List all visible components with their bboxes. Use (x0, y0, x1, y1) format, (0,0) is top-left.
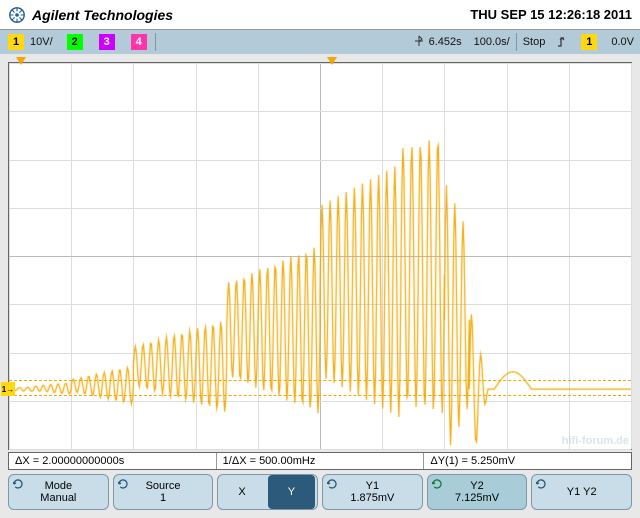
source-label: Source (146, 480, 181, 492)
softkey-row: Mode Manual Source 1 X Y Y1 1.875mV Y2 7… (8, 474, 632, 510)
timestamp: THU SEP 15 12:26:18 2011 (470, 7, 632, 22)
brand-text: Agilent Technologies (32, 7, 173, 23)
waveform-trace (9, 63, 631, 449)
trig-level-seg: 0.0V (605, 36, 640, 48)
cycle-icon (536, 479, 546, 489)
y2-button[interactable]: Y2 7.125mV (427, 474, 528, 510)
mode-button[interactable]: Mode Manual (8, 474, 109, 510)
ch3-badge: 3 (99, 34, 115, 50)
ch2-badge: 2 (67, 34, 83, 50)
waveform-display[interactable]: hifi-forum.de 1→ (8, 62, 632, 450)
channel-status-bar: 1 10V/ 2 3 4 6.452s 100.0s/ Stop 1 0.0V (0, 30, 640, 54)
title-bar: Agilent Technologies THU SEP 15 12:26:18… (0, 0, 640, 30)
xy-button[interactable]: X Y (217, 474, 318, 510)
trig-ch-badge: 1 (581, 34, 597, 50)
x-half[interactable]: X (218, 475, 265, 509)
measurement-bar: ΔX = 2.00000000000s 1/ΔX = 500.00mHz ΔY(… (8, 452, 632, 470)
cycle-icon (432, 479, 442, 489)
y1-label: Y1 (366, 480, 379, 492)
ch1-badge: 1 (8, 34, 24, 50)
meas-invdx: 1/ΔX = 500.00mHz (217, 453, 425, 469)
source-value: 1 (160, 492, 166, 504)
y2-label: Y2 (470, 480, 483, 492)
timediv-seg: 100.0s/ (468, 36, 516, 48)
ch1-seg: 1 10V/ (0, 34, 59, 50)
timediv: 100.0s/ (474, 36, 510, 48)
cycle-icon (13, 479, 23, 489)
ch3-seg: 3 (91, 34, 123, 50)
slope-seg (551, 36, 573, 48)
ch4-seg: 4 (123, 34, 155, 50)
meas-dy: ΔY(1) = 5.250mV (424, 453, 631, 469)
agilent-logo-icon (8, 6, 26, 24)
run-seg: Stop (517, 36, 552, 48)
trig-level: 0.0V (611, 36, 634, 48)
brand: Agilent Technologies (8, 6, 173, 24)
mode-label: Mode (45, 480, 73, 492)
ch1-scale: 10V/ (30, 36, 53, 48)
trigger-icon (413, 35, 425, 50)
ch4-badge: 4 (131, 34, 147, 50)
timebase-seg: 6.452s (407, 35, 468, 50)
y1-button[interactable]: Y1 1.875mV (322, 474, 423, 510)
cycle-icon (118, 479, 128, 489)
rising-edge-icon (557, 36, 567, 48)
y1y2-label: Y1 Y2 (567, 486, 597, 498)
cycle-icon (327, 479, 337, 489)
watermark: hifi-forum.de (562, 435, 629, 447)
source-button[interactable]: Source 1 (113, 474, 214, 510)
y1-value: 1.875mV (350, 492, 394, 504)
y-half[interactable]: Y (268, 475, 315, 509)
y2-value: 7.125mV (455, 492, 499, 504)
mode-value: Manual (40, 492, 76, 504)
ch2-seg: 2 (59, 34, 91, 50)
meas-dx: ΔX = 2.00000000000s (9, 453, 217, 469)
timebase-delay: 6.452s (429, 36, 462, 48)
y1y2-button[interactable]: Y1 Y2 (531, 474, 632, 510)
trig-ch-seg: 1 (573, 34, 605, 50)
run-state: Stop (523, 36, 546, 48)
